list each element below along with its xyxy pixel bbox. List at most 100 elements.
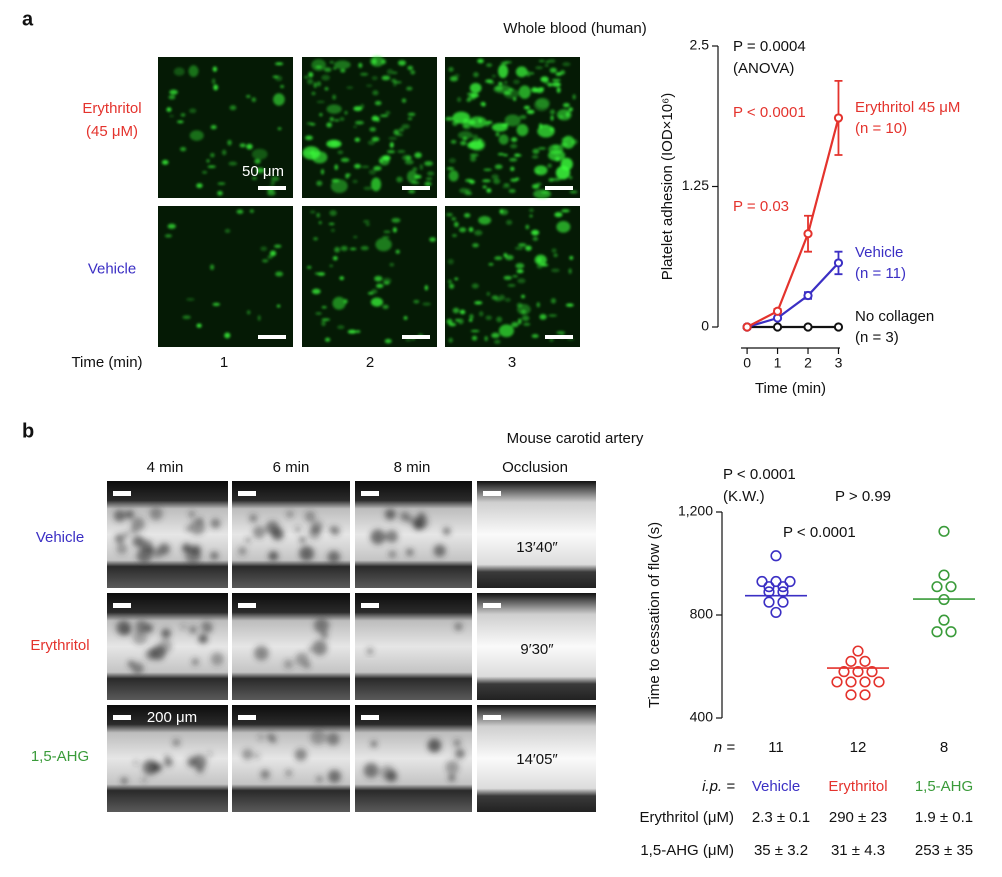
platelet: [491, 295, 499, 300]
platelet: [498, 64, 509, 79]
annotation: (ANOVA): [733, 60, 794, 77]
clot: [144, 623, 154, 633]
clot: [134, 760, 139, 765]
platelet: [321, 318, 331, 321]
platelet: [452, 307, 460, 314]
clot: [304, 511, 316, 522]
platelet: [537, 125, 555, 138]
platelet: [311, 288, 321, 295]
platelet: [207, 165, 216, 168]
scale-bar: [483, 491, 501, 496]
platelet: [551, 82, 561, 87]
platelets: [306, 210, 436, 344]
platelet: [373, 166, 382, 171]
platelet: [491, 332, 500, 338]
platelet: [457, 97, 462, 103]
scale-bar: [113, 603, 131, 608]
image-bg: [232, 481, 350, 588]
clot: [310, 520, 323, 533]
platelet: [495, 132, 500, 137]
clot: [210, 551, 219, 560]
platelet: [470, 155, 477, 162]
annotation: P = 0.03: [733, 198, 789, 215]
platelet: [363, 186, 373, 191]
platelet: [407, 65, 414, 71]
clot: [384, 508, 396, 520]
thrombus: [363, 738, 466, 783]
row-label: Vehicle: [36, 529, 84, 546]
clot: [310, 729, 326, 745]
clot: [191, 658, 199, 666]
scale-bar: [238, 603, 256, 608]
platelet: [316, 180, 323, 186]
platelet: [257, 315, 261, 321]
platelet: [517, 318, 522, 325]
platelet: [360, 245, 369, 251]
clot: [116, 543, 128, 555]
column-label: Occlusion: [502, 459, 568, 476]
category-label: Vehicle: [752, 778, 800, 795]
platelet: [164, 234, 172, 238]
platelet: [505, 254, 514, 261]
legend-label: Erythritol 45 μM: [855, 99, 960, 116]
data-point: [852, 666, 864, 678]
clot: [260, 769, 270, 780]
platelet: [304, 76, 308, 79]
platelet: [488, 263, 494, 266]
platelet: [321, 320, 326, 327]
platelet: [469, 314, 474, 320]
platelet: [273, 93, 285, 106]
clot: [188, 511, 195, 518]
platelet: [326, 139, 342, 148]
data-point: [873, 676, 885, 688]
platelet: [371, 76, 378, 81]
clot: [113, 509, 126, 522]
platelet: [363, 220, 370, 223]
platelet: [506, 219, 513, 225]
platelet: [550, 115, 554, 121]
platelet: [498, 81, 503, 86]
data-point: [763, 596, 775, 608]
image-bg: [302, 206, 437, 347]
clot: [185, 526, 191, 532]
platelet: [317, 272, 326, 276]
platelet: [494, 339, 501, 344]
clot: [454, 622, 463, 631]
platelet: [408, 189, 416, 194]
clot: [198, 633, 208, 644]
platelet: [447, 258, 454, 265]
platelet: [267, 255, 273, 259]
flow-chart: 400 800 1,200 Time to cessation of flow (s)…: [640, 466, 975, 859]
platelet: [186, 298, 195, 301]
platelet: [552, 177, 561, 182]
y-tick-label: 800: [690, 606, 714, 622]
platelet: [254, 159, 261, 164]
platelet: [452, 120, 458, 126]
platelet: [516, 269, 524, 274]
platelet: [515, 66, 528, 78]
platelet: [384, 338, 392, 344]
y-tick-label: 1,200: [678, 503, 713, 519]
clot: [270, 737, 277, 743]
platelet: [568, 107, 573, 112]
platelet: [425, 177, 433, 181]
platelet: [537, 147, 546, 150]
data-point: [945, 626, 957, 638]
platelet: [424, 285, 429, 291]
legend-label: Vehicle: [855, 244, 903, 261]
data-point: [763, 581, 775, 593]
platelet: [516, 123, 529, 137]
platelet: [462, 122, 470, 128]
data-point: [859, 689, 871, 701]
clot: [186, 756, 197, 767]
platelet: [180, 147, 187, 152]
platelet: [397, 150, 406, 153]
platelet: [486, 120, 493, 124]
platelet: [486, 63, 493, 67]
table-cell: 290 ± 23: [829, 809, 887, 826]
clot: [188, 625, 198, 634]
platelet: [196, 183, 203, 189]
clot: [136, 547, 153, 564]
platelet: [339, 117, 345, 121]
